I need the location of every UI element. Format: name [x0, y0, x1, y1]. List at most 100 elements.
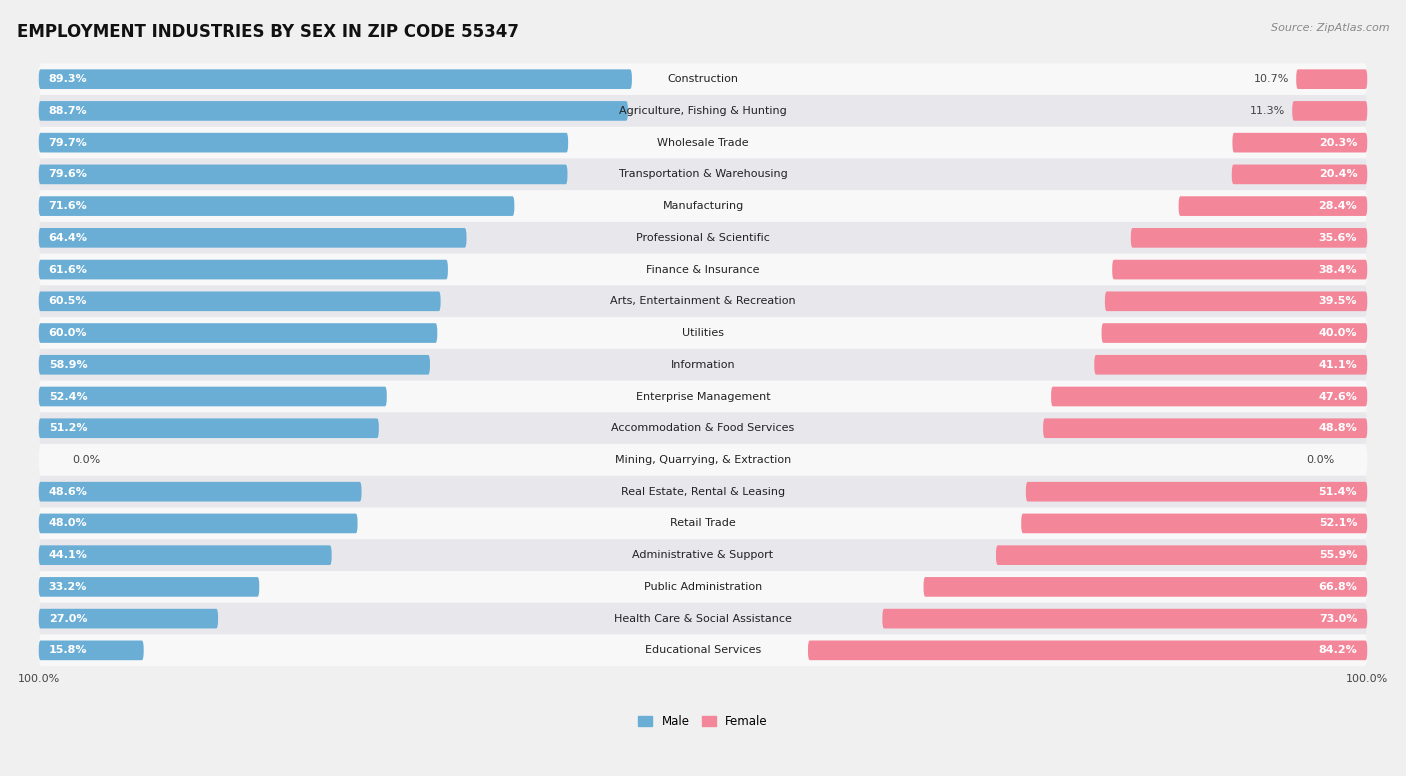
Text: 73.0%: 73.0% [1319, 614, 1357, 624]
FancyBboxPatch shape [39, 640, 143, 660]
FancyBboxPatch shape [39, 133, 568, 153]
FancyBboxPatch shape [1112, 260, 1367, 279]
Text: 60.5%: 60.5% [49, 296, 87, 307]
FancyBboxPatch shape [39, 577, 259, 597]
FancyBboxPatch shape [39, 323, 437, 343]
FancyBboxPatch shape [1052, 386, 1367, 407]
FancyBboxPatch shape [39, 196, 515, 216]
FancyBboxPatch shape [39, 101, 628, 121]
Text: 35.6%: 35.6% [1319, 233, 1357, 243]
Text: 28.4%: 28.4% [1319, 201, 1357, 211]
Text: Agriculture, Fishing & Hunting: Agriculture, Fishing & Hunting [619, 106, 787, 116]
FancyBboxPatch shape [39, 69, 631, 89]
FancyBboxPatch shape [1130, 228, 1367, 248]
Text: 0.0%: 0.0% [1306, 455, 1334, 465]
Text: Accommodation & Food Services: Accommodation & Food Services [612, 423, 794, 433]
Text: 10.7%: 10.7% [1254, 74, 1289, 84]
FancyBboxPatch shape [924, 577, 1367, 597]
FancyBboxPatch shape [808, 640, 1367, 660]
Text: Utilities: Utilities [682, 328, 724, 338]
Text: 48.0%: 48.0% [49, 518, 87, 528]
FancyBboxPatch shape [883, 609, 1367, 629]
Text: 100.0%: 100.0% [1346, 674, 1388, 684]
FancyBboxPatch shape [39, 603, 1367, 635]
Text: 40.0%: 40.0% [1319, 328, 1357, 338]
FancyBboxPatch shape [39, 292, 440, 311]
FancyBboxPatch shape [39, 539, 1367, 571]
FancyBboxPatch shape [39, 286, 1367, 317]
Text: 60.0%: 60.0% [49, 328, 87, 338]
Text: 39.5%: 39.5% [1319, 296, 1357, 307]
FancyBboxPatch shape [39, 126, 1367, 158]
FancyBboxPatch shape [39, 514, 357, 533]
Text: 20.4%: 20.4% [1319, 169, 1357, 179]
Text: 88.7%: 88.7% [49, 106, 87, 116]
FancyBboxPatch shape [1105, 292, 1367, 311]
FancyBboxPatch shape [39, 418, 378, 438]
Text: 48.8%: 48.8% [1319, 423, 1357, 433]
Text: Source: ZipAtlas.com: Source: ZipAtlas.com [1271, 23, 1389, 33]
Text: Information: Information [671, 360, 735, 370]
Text: 52.1%: 52.1% [1319, 518, 1357, 528]
FancyBboxPatch shape [39, 386, 387, 407]
Text: 33.2%: 33.2% [49, 582, 87, 592]
FancyBboxPatch shape [1296, 69, 1367, 89]
Text: 79.6%: 79.6% [49, 169, 87, 179]
FancyBboxPatch shape [1021, 514, 1367, 533]
FancyBboxPatch shape [1178, 196, 1367, 216]
FancyBboxPatch shape [39, 254, 1367, 286]
FancyBboxPatch shape [1292, 101, 1367, 121]
FancyBboxPatch shape [39, 571, 1367, 603]
Text: 38.4%: 38.4% [1319, 265, 1357, 275]
Text: Health Care & Social Assistance: Health Care & Social Assistance [614, 614, 792, 624]
Text: 27.0%: 27.0% [49, 614, 87, 624]
FancyBboxPatch shape [995, 546, 1367, 565]
Text: 61.6%: 61.6% [49, 265, 87, 275]
Text: 48.6%: 48.6% [49, 487, 87, 497]
Text: 41.1%: 41.1% [1319, 360, 1357, 370]
Text: Arts, Entertainment & Recreation: Arts, Entertainment & Recreation [610, 296, 796, 307]
Text: 44.1%: 44.1% [49, 550, 87, 560]
Text: Manufacturing: Manufacturing [662, 201, 744, 211]
Text: Finance & Insurance: Finance & Insurance [647, 265, 759, 275]
FancyBboxPatch shape [39, 317, 1367, 349]
FancyBboxPatch shape [1232, 165, 1367, 184]
Text: Wholesale Trade: Wholesale Trade [657, 137, 749, 147]
Text: Mining, Quarrying, & Extraction: Mining, Quarrying, & Extraction [614, 455, 792, 465]
FancyBboxPatch shape [39, 349, 1367, 381]
FancyBboxPatch shape [39, 158, 1367, 190]
Text: 51.2%: 51.2% [49, 423, 87, 433]
Text: 84.2%: 84.2% [1319, 646, 1357, 656]
Text: Public Administration: Public Administration [644, 582, 762, 592]
FancyBboxPatch shape [39, 444, 1367, 476]
FancyBboxPatch shape [39, 609, 218, 629]
FancyBboxPatch shape [39, 222, 1367, 254]
Text: EMPLOYMENT INDUSTRIES BY SEX IN ZIP CODE 55347: EMPLOYMENT INDUSTRIES BY SEX IN ZIP CODE… [17, 23, 519, 41]
FancyBboxPatch shape [1043, 418, 1367, 438]
FancyBboxPatch shape [39, 95, 1367, 126]
FancyBboxPatch shape [39, 635, 1367, 667]
Text: 100.0%: 100.0% [18, 674, 60, 684]
FancyBboxPatch shape [1026, 482, 1367, 501]
Text: Enterprise Management: Enterprise Management [636, 392, 770, 401]
FancyBboxPatch shape [39, 64, 1367, 95]
Text: 79.7%: 79.7% [49, 137, 87, 147]
Text: 66.8%: 66.8% [1319, 582, 1357, 592]
FancyBboxPatch shape [39, 190, 1367, 222]
Legend: Male, Female: Male, Female [634, 710, 772, 733]
Text: 0.0%: 0.0% [72, 455, 100, 465]
Text: Transportation & Warehousing: Transportation & Warehousing [619, 169, 787, 179]
Text: 52.4%: 52.4% [49, 392, 87, 401]
Text: 55.9%: 55.9% [1319, 550, 1357, 560]
FancyBboxPatch shape [39, 165, 568, 184]
Text: 58.9%: 58.9% [49, 360, 87, 370]
Text: 15.8%: 15.8% [49, 646, 87, 656]
FancyBboxPatch shape [39, 412, 1367, 444]
FancyBboxPatch shape [39, 508, 1367, 539]
Text: 11.3%: 11.3% [1250, 106, 1285, 116]
FancyBboxPatch shape [39, 482, 361, 501]
Text: 51.4%: 51.4% [1319, 487, 1357, 497]
FancyBboxPatch shape [1233, 133, 1367, 153]
FancyBboxPatch shape [1094, 355, 1367, 375]
Text: Retail Trade: Retail Trade [671, 518, 735, 528]
